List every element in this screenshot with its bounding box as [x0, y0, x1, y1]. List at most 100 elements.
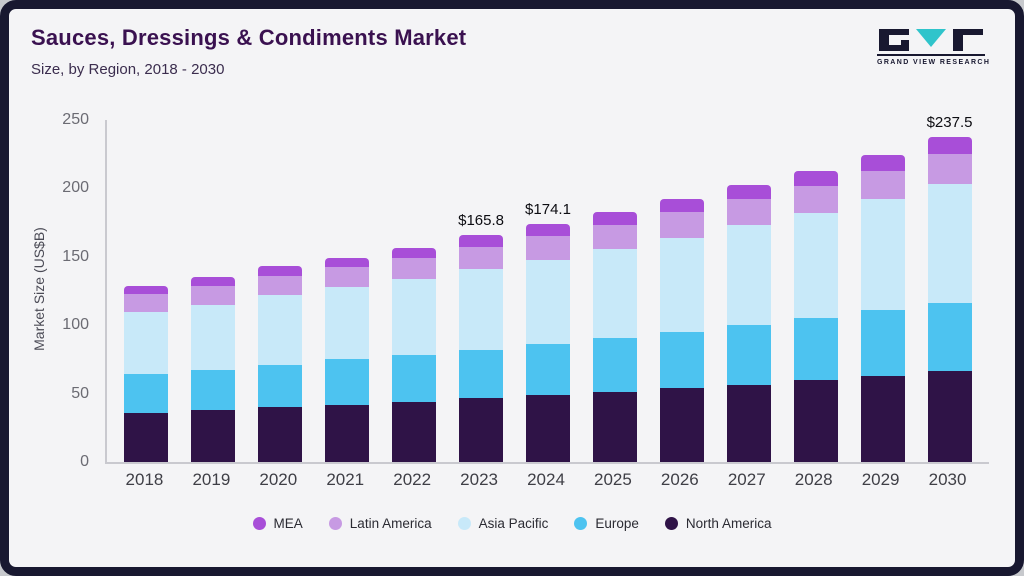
segment-europe[interactable]	[191, 370, 236, 411]
segment-latin-america[interactable]	[592, 224, 637, 250]
segment-europe[interactable]	[124, 374, 169, 413]
x-label-slot: 2019	[178, 470, 245, 490]
legend-label-north-america: North America	[685, 516, 772, 531]
segment-europe[interactable]	[793, 318, 838, 380]
segment-latin-america[interactable]	[124, 293, 169, 312]
segment-asia-pacific[interactable]	[525, 259, 570, 345]
bar-2029[interactable]	[860, 154, 905, 462]
bar-2028[interactable]	[793, 170, 838, 462]
segment-asia-pacific[interactable]	[860, 199, 905, 311]
segment-north-america[interactable]	[191, 410, 236, 462]
segment-europe[interactable]	[726, 325, 771, 385]
bar-2026[interactable]	[659, 198, 704, 462]
segment-mea[interactable]	[191, 277, 236, 287]
segment-asia-pacific[interactable]	[191, 304, 236, 371]
x-label-slot: 2020	[245, 470, 312, 490]
segment-mea[interactable]	[927, 137, 972, 154]
segment-north-america[interactable]	[525, 394, 570, 462]
segment-latin-america[interactable]	[191, 286, 236, 305]
segment-latin-america[interactable]	[325, 267, 370, 287]
segment-north-america[interactable]	[392, 401, 437, 462]
segment-europe[interactable]	[927, 302, 972, 372]
segment-mea[interactable]	[793, 170, 838, 186]
bar-2024[interactable]: $174.1	[525, 201, 571, 462]
segment-north-america[interactable]	[325, 404, 370, 462]
segment-mea[interactable]	[726, 185, 771, 200]
segment-north-america[interactable]	[258, 407, 303, 462]
bar-2027[interactable]	[726, 185, 771, 462]
segment-europe[interactable]	[325, 359, 370, 405]
segment-europe[interactable]	[592, 338, 637, 392]
bar-2021[interactable]	[325, 257, 370, 462]
segment-europe[interactable]	[459, 349, 504, 399]
segment-asia-pacific[interactable]	[592, 249, 637, 339]
legend-item-mea[interactable]: MEA	[252, 516, 303, 531]
bar-2030[interactable]: $237.5	[926, 114, 973, 462]
x-axis-label-2029: 2029	[861, 470, 900, 489]
segment-asia-pacific[interactable]	[927, 184, 972, 303]
segment-north-america[interactable]	[860, 375, 905, 462]
legend-item-asia-pacific[interactable]: Asia Pacific	[457, 516, 548, 531]
segment-mea[interactable]	[258, 266, 303, 276]
legend-dot-europe	[574, 517, 588, 530]
segment-north-america[interactable]	[726, 384, 771, 462]
segment-asia-pacific[interactable]	[793, 213, 838, 319]
segment-europe[interactable]	[258, 364, 303, 408]
segment-latin-america[interactable]	[258, 275, 303, 296]
segment-asia-pacific[interactable]	[258, 295, 303, 365]
legend-item-latin-america[interactable]: Latin America	[328, 516, 432, 531]
segment-mea[interactable]	[860, 154, 905, 171]
segment-north-america[interactable]	[124, 412, 169, 462]
bar-slot	[314, 257, 381, 462]
segment-europe[interactable]	[860, 310, 905, 376]
bar-value-label-2030: $237.5	[926, 114, 973, 132]
segment-latin-america[interactable]	[927, 153, 972, 185]
bar-2022[interactable]	[392, 247, 437, 462]
segment-mea[interactable]	[525, 223, 570, 237]
segment-north-america[interactable]	[592, 391, 637, 462]
segment-mea[interactable]	[659, 198, 704, 213]
bar-2019[interactable]	[191, 277, 236, 462]
x-label-slot: 2024	[513, 470, 580, 490]
x-label-slot: 2018	[111, 470, 178, 490]
segment-north-america[interactable]	[927, 371, 972, 462]
segment-mea[interactable]	[592, 211, 637, 225]
bar-value-label-2024: $174.1	[525, 200, 571, 218]
logo-divider	[877, 54, 985, 56]
segment-mea[interactable]	[124, 285, 169, 294]
segment-asia-pacific[interactable]	[325, 286, 370, 360]
segment-asia-pacific[interactable]	[124, 311, 169, 375]
bar-slot: $237.5	[916, 114, 983, 462]
gvr-logo-mark	[879, 29, 983, 51]
segment-north-america[interactable]	[793, 379, 838, 462]
bar-2020[interactable]	[258, 266, 303, 462]
segment-asia-pacific[interactable]	[459, 269, 504, 350]
legend-item-north-america[interactable]: North America	[664, 516, 772, 531]
legend-dot-mea	[252, 517, 266, 530]
bar-stack	[659, 198, 704, 462]
segment-latin-america[interactable]	[525, 236, 570, 260]
bar-2023[interactable]: $165.8	[458, 212, 504, 462]
segment-latin-america[interactable]	[392, 258, 437, 279]
segment-asia-pacific[interactable]	[726, 225, 771, 326]
segment-asia-pacific[interactable]	[659, 237, 704, 333]
segment-north-america[interactable]	[659, 388, 704, 462]
legend-item-europe[interactable]: Europe	[574, 516, 639, 531]
legend-dot-north-america	[664, 517, 678, 530]
segment-europe[interactable]	[659, 332, 704, 389]
segment-latin-america[interactable]	[860, 170, 905, 200]
segment-mea[interactable]	[392, 247, 437, 259]
segment-north-america[interactable]	[459, 398, 504, 462]
bar-slot	[247, 266, 314, 462]
segment-asia-pacific[interactable]	[392, 278, 437, 356]
segment-mea[interactable]	[459, 235, 504, 248]
segment-latin-america[interactable]	[659, 212, 704, 238]
segment-latin-america[interactable]	[459, 247, 504, 270]
bar-2018[interactable]	[124, 285, 169, 462]
segment-latin-america[interactable]	[793, 185, 838, 214]
segment-mea[interactable]	[325, 257, 370, 268]
segment-latin-america[interactable]	[726, 199, 771, 226]
segment-europe[interactable]	[392, 355, 437, 402]
segment-europe[interactable]	[525, 344, 570, 395]
bar-2025[interactable]	[592, 211, 637, 462]
